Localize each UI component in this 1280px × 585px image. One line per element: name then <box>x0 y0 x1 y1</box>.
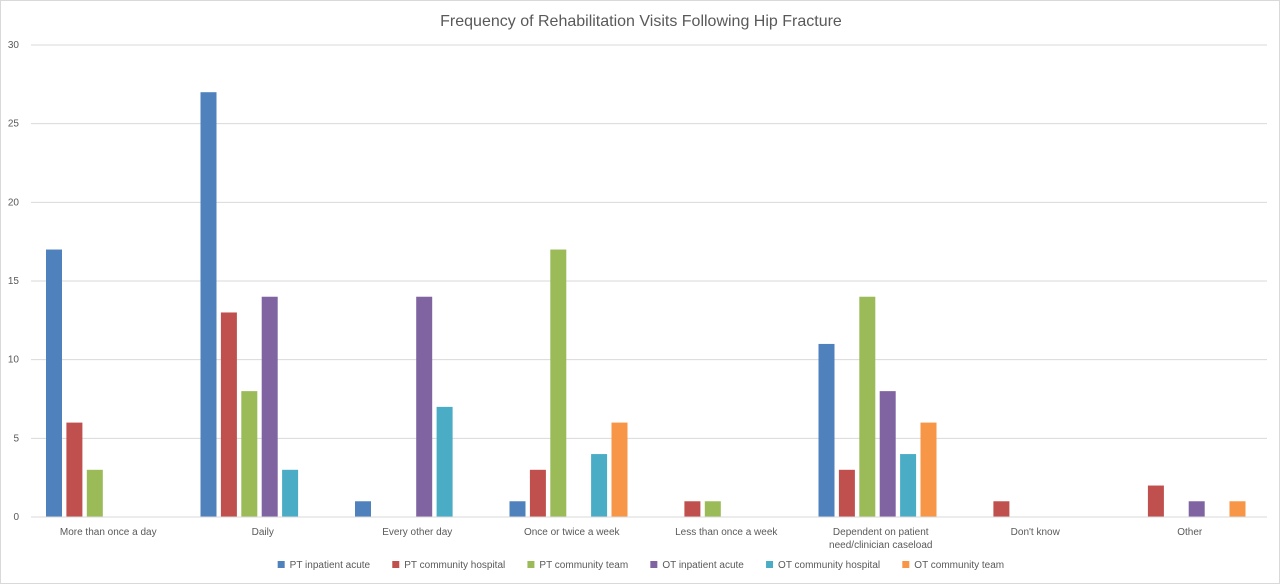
chart-title: Frequency of Rehabilitation Visits Follo… <box>440 13 842 30</box>
y-tick-label: 0 <box>13 512 19 523</box>
legend-label: OT community hospital <box>778 560 880 571</box>
y-tick-label: 15 <box>8 276 20 287</box>
bar <box>879 391 896 517</box>
category-label: Every other day <box>382 527 452 538</box>
legend-item: PT community hospital <box>392 560 505 571</box>
legend-swatch <box>902 561 910 568</box>
bar <box>684 501 701 517</box>
category-label: Other <box>1177 527 1203 538</box>
bar <box>355 501 371 517</box>
legend-item: OT inpatient acute <box>650 560 744 571</box>
y-tick-label: 5 <box>13 433 19 444</box>
category-label: More than once a day <box>60 527 157 538</box>
bar <box>282 469 299 517</box>
bar <box>66 422 83 517</box>
bar <box>86 469 103 517</box>
y-tick-label: 10 <box>8 355 20 366</box>
legend-swatch <box>392 561 400 568</box>
bar <box>838 469 855 517</box>
bar <box>993 501 1010 517</box>
legend-item: PT inpatient acute <box>277 560 371 571</box>
bar <box>436 406 453 517</box>
category-label: Dependent on patient <box>833 527 929 538</box>
bar <box>1229 501 1246 517</box>
bar <box>1147 485 1164 517</box>
bar <box>900 454 917 517</box>
bar <box>859 296 876 517</box>
y-tick-label: 25 <box>8 119 20 130</box>
bar <box>261 296 278 517</box>
legend-label: OT community team <box>914 560 1004 571</box>
legend-label: PT inpatient acute <box>290 560 371 571</box>
bar <box>509 501 526 517</box>
category-label: Once or twice a week <box>524 527 621 538</box>
bar <box>529 469 546 517</box>
bar <box>200 92 217 517</box>
bar <box>241 391 258 517</box>
legend-swatch <box>277 561 285 568</box>
bar <box>704 501 721 517</box>
bar <box>818 343 835 517</box>
bar <box>550 249 567 518</box>
legend-label: PT community team <box>539 560 628 571</box>
bar <box>920 422 937 517</box>
category-labels: More than once a day Daily Every other day… <box>60 527 1203 551</box>
y-tick-label: 20 <box>8 197 20 208</box>
category-label: Less than once a week <box>675 527 778 538</box>
legend-item: OT community hospital <box>766 560 880 571</box>
legend-swatch <box>650 561 658 568</box>
bar <box>1188 501 1205 517</box>
category-label: Daily <box>252 527 274 538</box>
legend-swatch <box>527 561 535 568</box>
bar <box>611 422 628 517</box>
bars <box>46 92 1246 518</box>
category-label: need/clinician caseload <box>829 540 932 551</box>
bar <box>591 454 608 517</box>
legend-label: OT inpatient acute <box>662 560 744 571</box>
legend: PT inpatient acute PT community hospital P… <box>277 560 1004 571</box>
legend-item: PT community team <box>527 560 628 571</box>
legend-label: PT community hospital <box>404 560 505 571</box>
y-axis-ticks: 0 5 10 15 20 25 30 <box>8 40 20 523</box>
bar <box>416 296 433 517</box>
bar <box>220 312 237 517</box>
legend-swatch <box>766 561 774 568</box>
y-tick-label: 30 <box>8 40 20 51</box>
bar <box>46 249 62 518</box>
category-label: Don't know <box>1011 527 1061 538</box>
gridlines <box>31 44 1267 439</box>
legend-item: OT community team <box>902 560 1004 571</box>
